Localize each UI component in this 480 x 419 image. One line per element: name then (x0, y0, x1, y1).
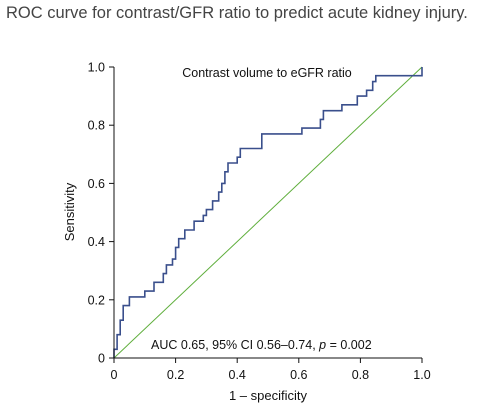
y-tick-label: 0 (98, 352, 105, 366)
reference-diagonal-line (113, 66, 423, 359)
x-tick-label: 0.4 (229, 368, 246, 382)
y-tick-label: 0.6 (88, 177, 105, 191)
x-tick-label: 0.8 (352, 368, 369, 382)
reference-line-group (113, 66, 423, 359)
y-tick-label: 0.4 (88, 235, 105, 249)
y-tick-label: 0.8 (88, 119, 105, 133)
x-tick-label: 0.2 (167, 368, 184, 382)
page-title: ROC curve for contrast/GFR ratio to pred… (6, 4, 468, 22)
x-axis-label: 1 – specificity (229, 388, 308, 403)
auc-annotation: AUC 0.65, 95% CI 0.56–0.74, p = 0.002 (151, 338, 372, 352)
ticks-group: 0 0.2 0.4 0.6 0.8 1.0 0 0.2 0.4 0.6 0.8 1.0 (88, 61, 431, 383)
roc-curve-group (113, 67, 423, 358)
x-tick-label: 0 (111, 368, 118, 382)
y-tick-label: 1.0 (88, 61, 105, 75)
auc-annotation-p: p (318, 338, 326, 352)
x-tick-label: 0.6 (290, 368, 307, 382)
auc-annotation-suffix: = 0.002 (326, 338, 372, 352)
auc-annotation-prefix: AUC 0.65, 95% CI 0.56–0.74, (151, 338, 319, 352)
axes-group (113, 67, 422, 359)
chart-title: Contrast volume to eGFR ratio (182, 66, 352, 80)
roc-curve-line (113, 67, 423, 358)
y-axis-label: Sensitivity (62, 182, 77, 241)
y-tick-label: 0.2 (88, 293, 105, 307)
x-tick-label: 1.0 (413, 368, 430, 382)
